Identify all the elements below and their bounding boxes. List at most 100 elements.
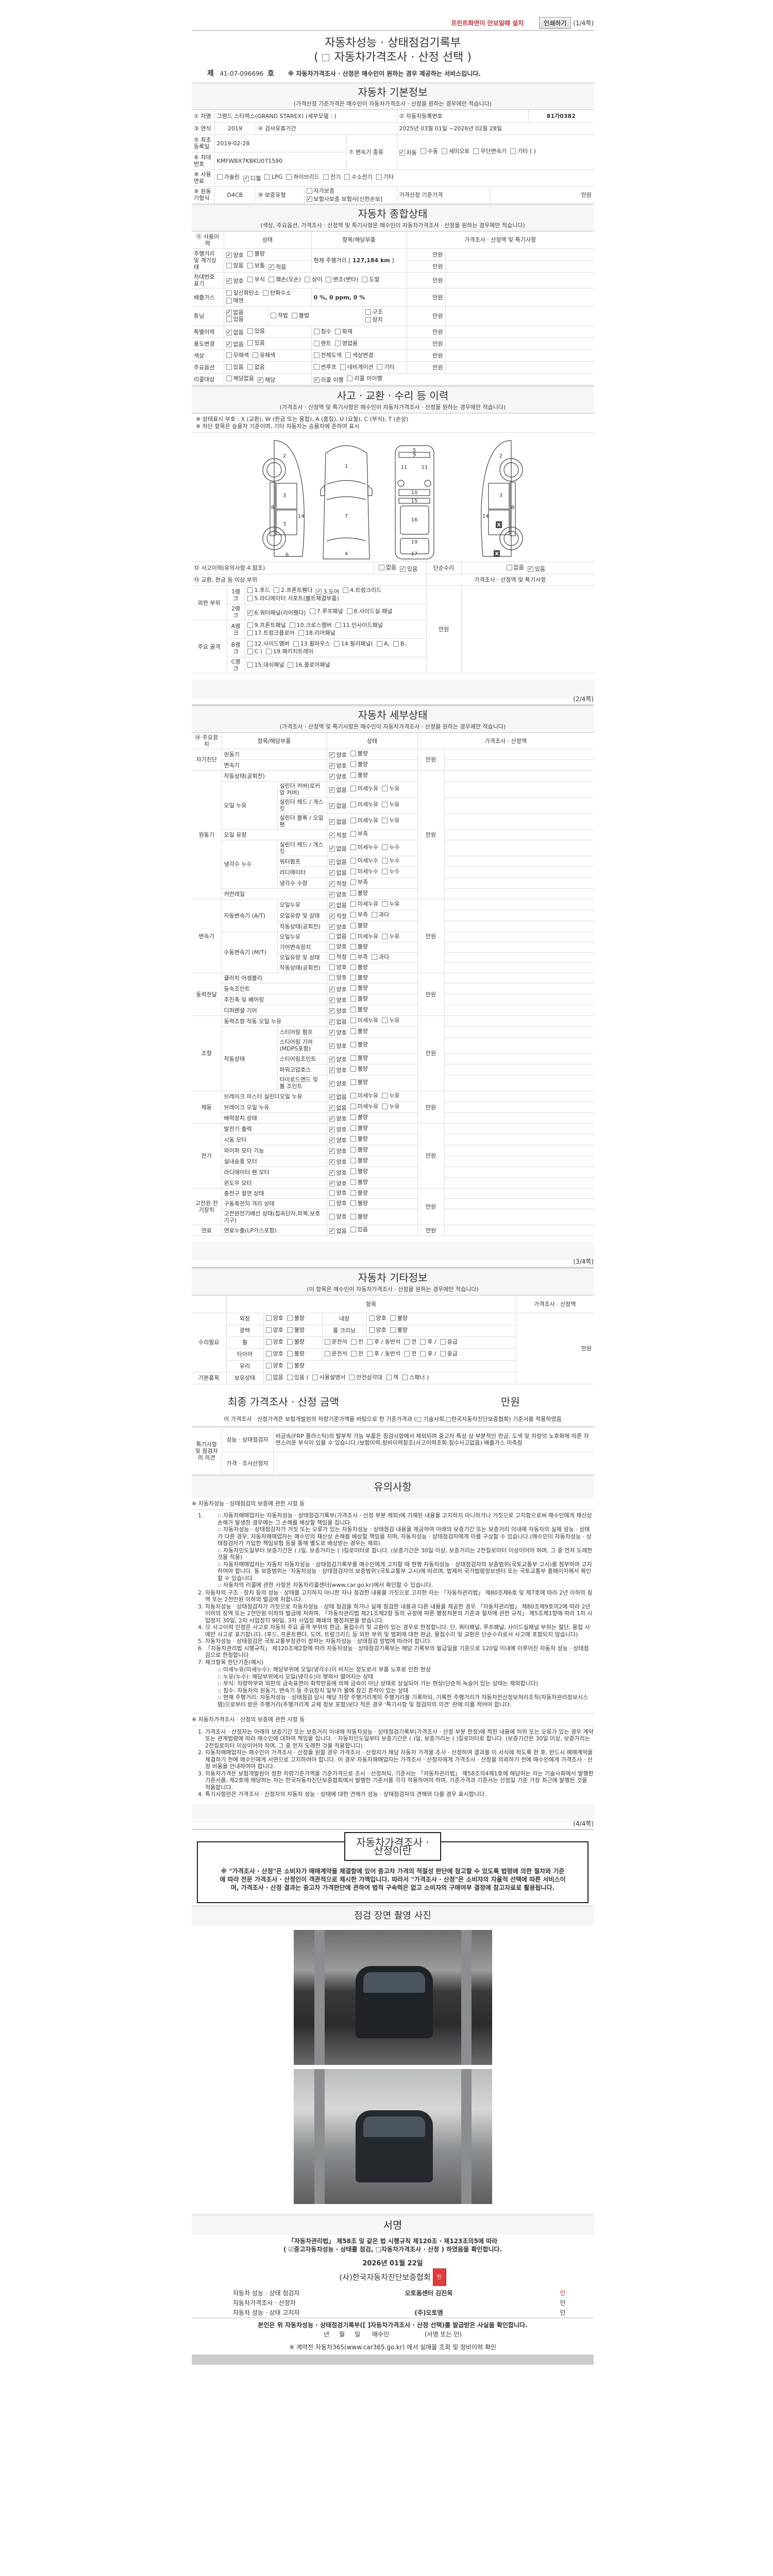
checkbox-checked-icon[interactable]: ✓ — [329, 1127, 335, 1132]
checkbox-option[interactable]: ✓ 양호 — [329, 1170, 347, 1176]
price-service-checkbox[interactable] — [322, 54, 329, 61]
checkbox-empty-icon[interactable] — [265, 1339, 272, 1345]
checkbox-option[interactable]: 전 — [350, 1350, 363, 1357]
checkbox-empty-icon[interactable] — [350, 1136, 356, 1142]
checkbox-empty-icon[interactable] — [350, 1055, 356, 1061]
checkbox-empty-icon[interactable] — [420, 1339, 426, 1345]
checkbox-empty-icon[interactable] — [350, 975, 356, 980]
checkbox-option[interactable]: ✓ 없음 — [329, 787, 347, 793]
checkbox-option[interactable]: ✓ 없음 — [329, 819, 347, 825]
checkbox-checked-icon[interactable]: ✓ — [329, 1105, 335, 1111]
checkbox-option[interactable]: 없음 — [265, 1374, 283, 1381]
checkbox-option[interactable]: 불량 — [350, 1200, 368, 1207]
checkbox-option[interactable]: 구조 — [365, 309, 383, 315]
checkbox-checked-icon[interactable]: ✓ — [329, 1159, 335, 1165]
checkbox-empty-icon[interactable] — [263, 290, 269, 296]
checkbox-empty-icon[interactable] — [346, 608, 352, 614]
checkbox-checked-icon[interactable]: ✓ — [329, 1228, 335, 1234]
checkbox-option[interactable]: 있음 — [247, 340, 265, 346]
checkbox-empty-icon[interactable] — [313, 328, 320, 334]
checkbox-empty-icon[interactable] — [382, 1093, 388, 1098]
checkbox-checked-icon[interactable]: ✓ — [329, 903, 335, 908]
checkbox-empty-icon[interactable] — [312, 1375, 318, 1380]
checkbox-option[interactable]: 불량 — [350, 922, 368, 929]
checkbox-empty-icon[interactable] — [365, 316, 371, 323]
checkbox-option[interactable]: 4.트렁크리드 — [343, 587, 381, 594]
checkbox-empty-icon[interactable] — [402, 1375, 408, 1380]
checkbox-empty-icon[interactable] — [287, 1363, 293, 1368]
checkbox-option[interactable]: 누유 — [382, 901, 399, 907]
checkbox-option[interactable]: 리콜 미이행 — [347, 375, 382, 382]
checkbox-option[interactable]: 응급 — [440, 1338, 458, 1345]
checkbox-option[interactable]: ✓ 양호 — [329, 762, 347, 769]
checkbox-option[interactable]: 기타 — [376, 174, 394, 180]
checkbox-checked-icon[interactable]: ✓ — [226, 330, 232, 335]
checkbox-checked-icon[interactable]: ✓ — [329, 913, 335, 919]
checkbox-option[interactable]: 양호 — [329, 964, 347, 971]
checkbox-empty-icon[interactable] — [350, 890, 356, 896]
checkbox-option[interactable]: 양호 — [265, 1327, 283, 1333]
checkbox-empty-icon[interactable] — [287, 1375, 293, 1380]
checkbox-option[interactable]: 불량 — [350, 1114, 368, 1121]
checkbox-checked-icon[interactable]: ✓ — [329, 1057, 335, 1062]
checkbox-option[interactable]: ✓ 없음 — [226, 341, 244, 348]
checkbox-option[interactable]: ✓ 적정 — [329, 913, 347, 920]
checkbox-empty-icon[interactable] — [264, 174, 271, 180]
checkbox-empty-icon[interactable] — [349, 1375, 355, 1380]
checkbox-option[interactable]: ✓ 해당 — [257, 377, 275, 383]
checkbox-option[interactable]: 불량 — [350, 1179, 368, 1185]
checkbox-option[interactable]: 도말 — [362, 276, 380, 283]
checkbox-checked-icon[interactable]: ✓ — [329, 1116, 335, 1122]
checkbox-option[interactable]: 누유 — [382, 1017, 399, 1024]
checkbox-option[interactable]: 없음 — [247, 364, 265, 370]
checkbox-checked-icon[interactable]: ✓ — [329, 1081, 335, 1087]
checkbox-option[interactable]: 불량 — [350, 1041, 368, 1048]
checkbox-option[interactable]: 18.리어패널 — [298, 630, 335, 636]
checkbox-option[interactable]: ✓ 양호 — [329, 1029, 347, 1036]
checkbox-empty-icon[interactable] — [350, 912, 356, 918]
checkbox-checked-icon[interactable]: ✓ — [329, 1019, 335, 1025]
checkbox-option[interactable]: ✓ 자동 — [399, 149, 417, 156]
checkbox-checked-icon[interactable]: ✓ — [329, 859, 335, 865]
checkbox-checked-icon[interactable]: ✓ — [329, 892, 335, 897]
checkbox-empty-icon[interactable] — [247, 596, 253, 601]
checkbox-option[interactable]: 누유 — [382, 1092, 399, 1099]
checkbox-empty-icon[interactable] — [350, 1213, 356, 1219]
checkbox-checked-icon[interactable]: ✓ — [329, 1067, 335, 1073]
checkbox-empty-icon[interactable] — [350, 786, 356, 791]
checkbox-empty-icon[interactable] — [287, 1315, 293, 1321]
checkbox-option[interactable]: 양호 — [329, 1200, 347, 1207]
checkbox-option[interactable]: 부식 — [247, 276, 265, 283]
checkbox-empty-icon[interactable] — [350, 923, 356, 928]
checkbox-empty-icon[interactable] — [350, 964, 356, 970]
checkbox-checked-icon[interactable]: ✓ — [329, 1008, 335, 1014]
checkbox-option[interactable]: ✓ 양호 — [329, 924, 347, 930]
checkbox-empty-icon[interactable] — [265, 1327, 272, 1333]
checkbox-empty-icon[interactable] — [335, 622, 341, 628]
checkbox-option[interactable]: 유채색 — [252, 352, 275, 359]
checkbox-checked-icon[interactable]: ✓ — [226, 278, 232, 284]
checkbox-option[interactable]: 10.크로스멤버 — [289, 622, 332, 629]
checkbox-empty-icon[interactable] — [440, 1339, 446, 1345]
checkbox-empty-icon[interactable] — [367, 1339, 373, 1345]
checkbox-checked-icon[interactable]: ✓ — [329, 763, 335, 769]
checkbox-option[interactable]: 누수 — [382, 857, 399, 864]
checkbox-option[interactable]: ✓ 없음 — [226, 329, 244, 336]
checkbox-option[interactable]: 불량 — [287, 1315, 305, 1321]
checkbox-option[interactable]: 미세누유 — [350, 1092, 378, 1099]
checkbox-option[interactable]: 불법 — [291, 312, 309, 319]
checkbox-checked-icon[interactable]: ✓ — [399, 150, 405, 156]
checkbox-checked-icon[interactable]: ✓ — [247, 610, 253, 616]
checkbox-option[interactable]: 전 — [404, 1350, 416, 1357]
checkbox-empty-icon[interactable] — [226, 290, 232, 296]
checkbox-empty-icon[interactable] — [329, 975, 335, 980]
checkbox-empty-icon[interactable] — [288, 662, 294, 668]
checkbox-empty-icon[interactable] — [226, 316, 232, 322]
checkbox-option[interactable]: 운전석 — [324, 1338, 347, 1345]
checkbox-option[interactable]: 불량 — [350, 1168, 368, 1175]
checkbox-empty-icon[interactable] — [347, 376, 353, 381]
checkbox-empty-icon[interactable] — [368, 1327, 375, 1333]
checkbox-option[interactable]: 응급 — [440, 1350, 458, 1357]
checkbox-checked-icon[interactable]: ✓ — [329, 997, 335, 1003]
checkbox-option[interactable]: 스패너 ) — [402, 1374, 429, 1381]
